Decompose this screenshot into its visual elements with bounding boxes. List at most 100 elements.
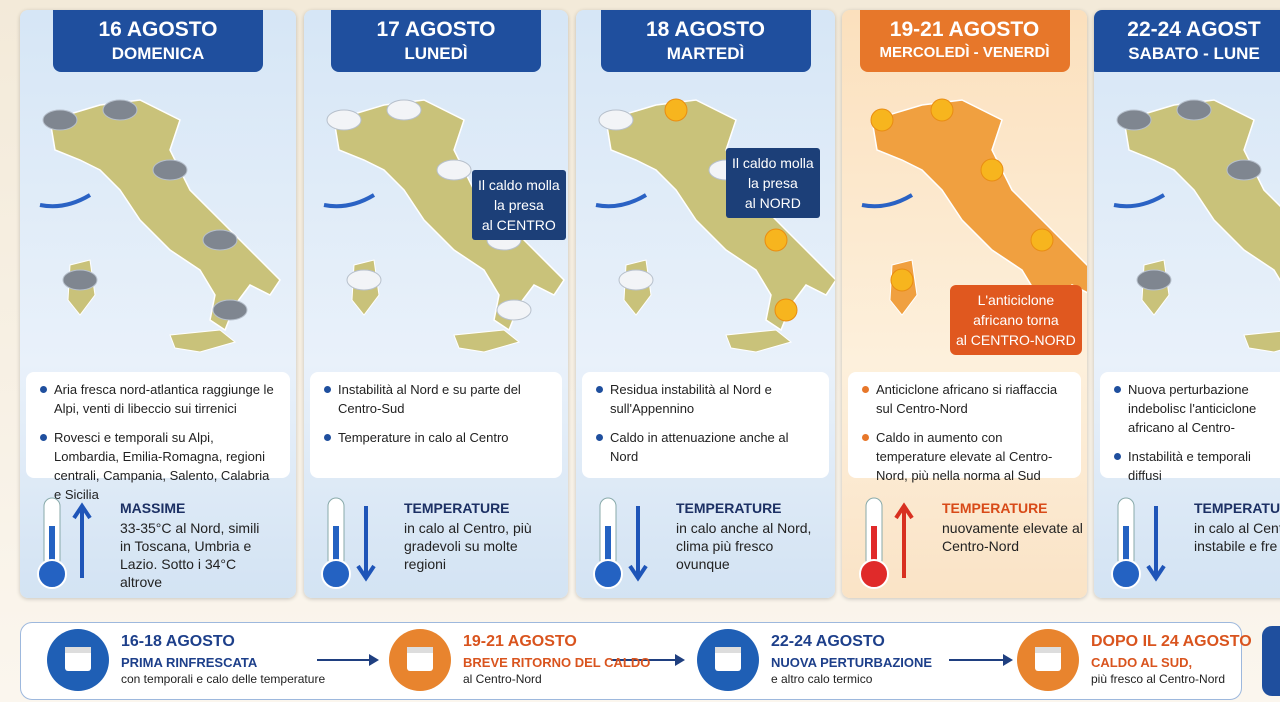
temperature-text: nuovamente elevate al Centro-Nord [942,520,1083,554]
panel-subtitle: LUNEDÌ [404,44,468,63]
timeline: 16-18 AGOSTO PRIMA RINFRESCATA con tempora… [20,622,1252,700]
callout: Il caldo molla la presa al NORD [726,148,820,218]
callout-line: Il caldo molla [478,177,560,193]
thermometer-icon [37,497,92,589]
sicily [453,329,521,353]
italy [1123,99,1280,282]
forecast-panel: 18 AGOSTO MARTEDÌ Il caldo molla la presa al… [576,10,835,598]
sicily [1243,330,1280,353]
thermometer-bulb [321,559,351,589]
timeline-title: 22-24 AGOSTO [771,633,885,650]
temperature-section: MASSIME 33-35°C al Nord, simili in Toscan… [20,486,296,598]
italy-map [861,98,1087,353]
wind-arrow [861,193,914,209]
forecast-panel: 19-21 AGOSTO MERCOLEDÌ - VENERDÌ L'anticic… [842,10,1087,598]
italy-map [39,99,281,353]
forecast-panel: 17 AGOSTO LUNEDÌ Il caldo molla la presa al … [304,10,568,598]
cloud-icon [386,99,422,121]
calendar-icon [1017,629,1079,691]
header-tab: 19-21 AGOSTO MERCOLEDÌ - VENERDÌ [859,10,1070,72]
bullet: Caldo in aumento con temperature elevate… [860,428,1071,485]
temperature-title: TEMPERATURE [404,500,510,516]
bullet-box: Instabilità al Nord e su parte del Centr… [310,372,562,478]
panel-title: 16 AGOSTO [98,18,218,41]
sun-icon [774,298,798,322]
temperature-section: TEMPERATURE in calo al Centro- più instab… [1094,486,1280,598]
bullet-box: Aria fresca nord-atlantica raggiunge le … [26,372,290,502]
callout-line: africano torna [973,312,1059,328]
temperature-text: in calo al Centro- più instabile e fre [1194,520,1280,554]
cloud-icon [1136,269,1172,291]
bullet: Rovesci e temporali su Alpi, Lombardia, … [38,428,280,504]
panel-subtitle: MERCOLEDÌ - VENERDÌ [879,44,1050,61]
cloud-icon [102,99,138,121]
sicily [169,329,237,353]
temperature-section: TEMPERATURE nuovamente elevate al Centro-… [842,486,1087,598]
bullet: Caldo in attenuazione anche al Nord [594,428,819,466]
cloud-icon [202,229,238,251]
cloud-icon [1226,159,1262,181]
cloud-icon [62,269,98,291]
thermometer-icon [1111,497,1166,589]
thermometer-icon [593,497,648,589]
panel-title: 22-24 AGOST [1127,18,1261,41]
temperature-title: TEMPERATURE [1194,500,1280,516]
bullet: Residua instabilità al Nord e sull'Appen… [594,380,819,418]
timeline-title: 19-21 AGOSTO [463,633,577,650]
sun-icon [930,98,954,122]
italy-map [595,98,835,353]
callout-line: la presa [747,175,798,191]
cloud-icon [326,109,362,131]
temperature-section: TEMPERATURE in calo al Centro, più gradev… [304,486,568,598]
arrow [611,654,685,666]
calendar-icon [697,629,759,691]
callout-line: Il caldo molla [732,155,814,171]
trend-arrow [72,502,92,578]
temperature-text: in calo anche al Nord, clima più fresco … [676,520,812,572]
bullet: Anticiclone africano si riaffaccia sul C… [860,380,1071,418]
cloud-icon [212,299,248,321]
thermometer-icon [859,497,914,589]
timeline-subtitle: CALDO AL SUD, [1091,655,1193,670]
bullet: Temperature in calo al Centro [322,428,552,447]
wind-arrow [595,193,648,209]
sun-icon [1030,228,1054,252]
cloud-icon [496,299,532,321]
thermometer-bulb [37,559,67,589]
trend-arrow [894,502,914,578]
thermometer-bulb [859,559,889,589]
italy-map [323,99,565,353]
thermometer-fill [871,526,877,571]
cloud-icon [152,159,188,181]
cloud-icon [436,159,472,181]
panel-subtitle: MARTEDÌ [666,44,745,63]
thermometer-fill [605,526,611,571]
thermometer-fill [49,526,55,571]
sun-icon [980,158,1004,182]
timeline-text: con temporali e calo delle temperature [121,672,326,686]
temperature-title: TEMPERATURE [676,500,782,516]
sun-icon [664,98,688,122]
italy-map [1113,99,1280,353]
temperature-title: MASSIME [120,500,186,516]
arrow [949,654,1013,666]
panel-title: 19-21 AGOSTO [889,18,1040,41]
sicily [725,329,793,353]
calendar [715,647,741,671]
bullet: Instabilità e temporali diffusi [1112,447,1278,485]
callout: L'anticiclone africano torna al CENTRO-NOR… [950,285,1082,355]
temperature-text: in calo al Centro, più gradevoli su molt… [404,520,532,572]
trend-arrow [356,506,376,582]
header-tab: 18 AGOSTO MARTEDÌ [600,10,811,72]
wind-arrow [39,193,92,209]
timeline-text: al Centro-Nord [463,672,542,686]
temperature-section: TEMPERATURE in calo anche al Nord, clima … [576,486,835,598]
trend-arrow [1146,506,1166,582]
thermometer-bulb [1111,559,1141,589]
temperature-title: TEMPERATURE [942,500,1048,516]
thermometer-icon [321,497,376,589]
thermometer-fill [333,526,339,571]
arrow [317,654,379,666]
thermometer-bulb [593,559,623,589]
bullet: Instabilità al Nord e su parte del Centr… [322,380,552,418]
